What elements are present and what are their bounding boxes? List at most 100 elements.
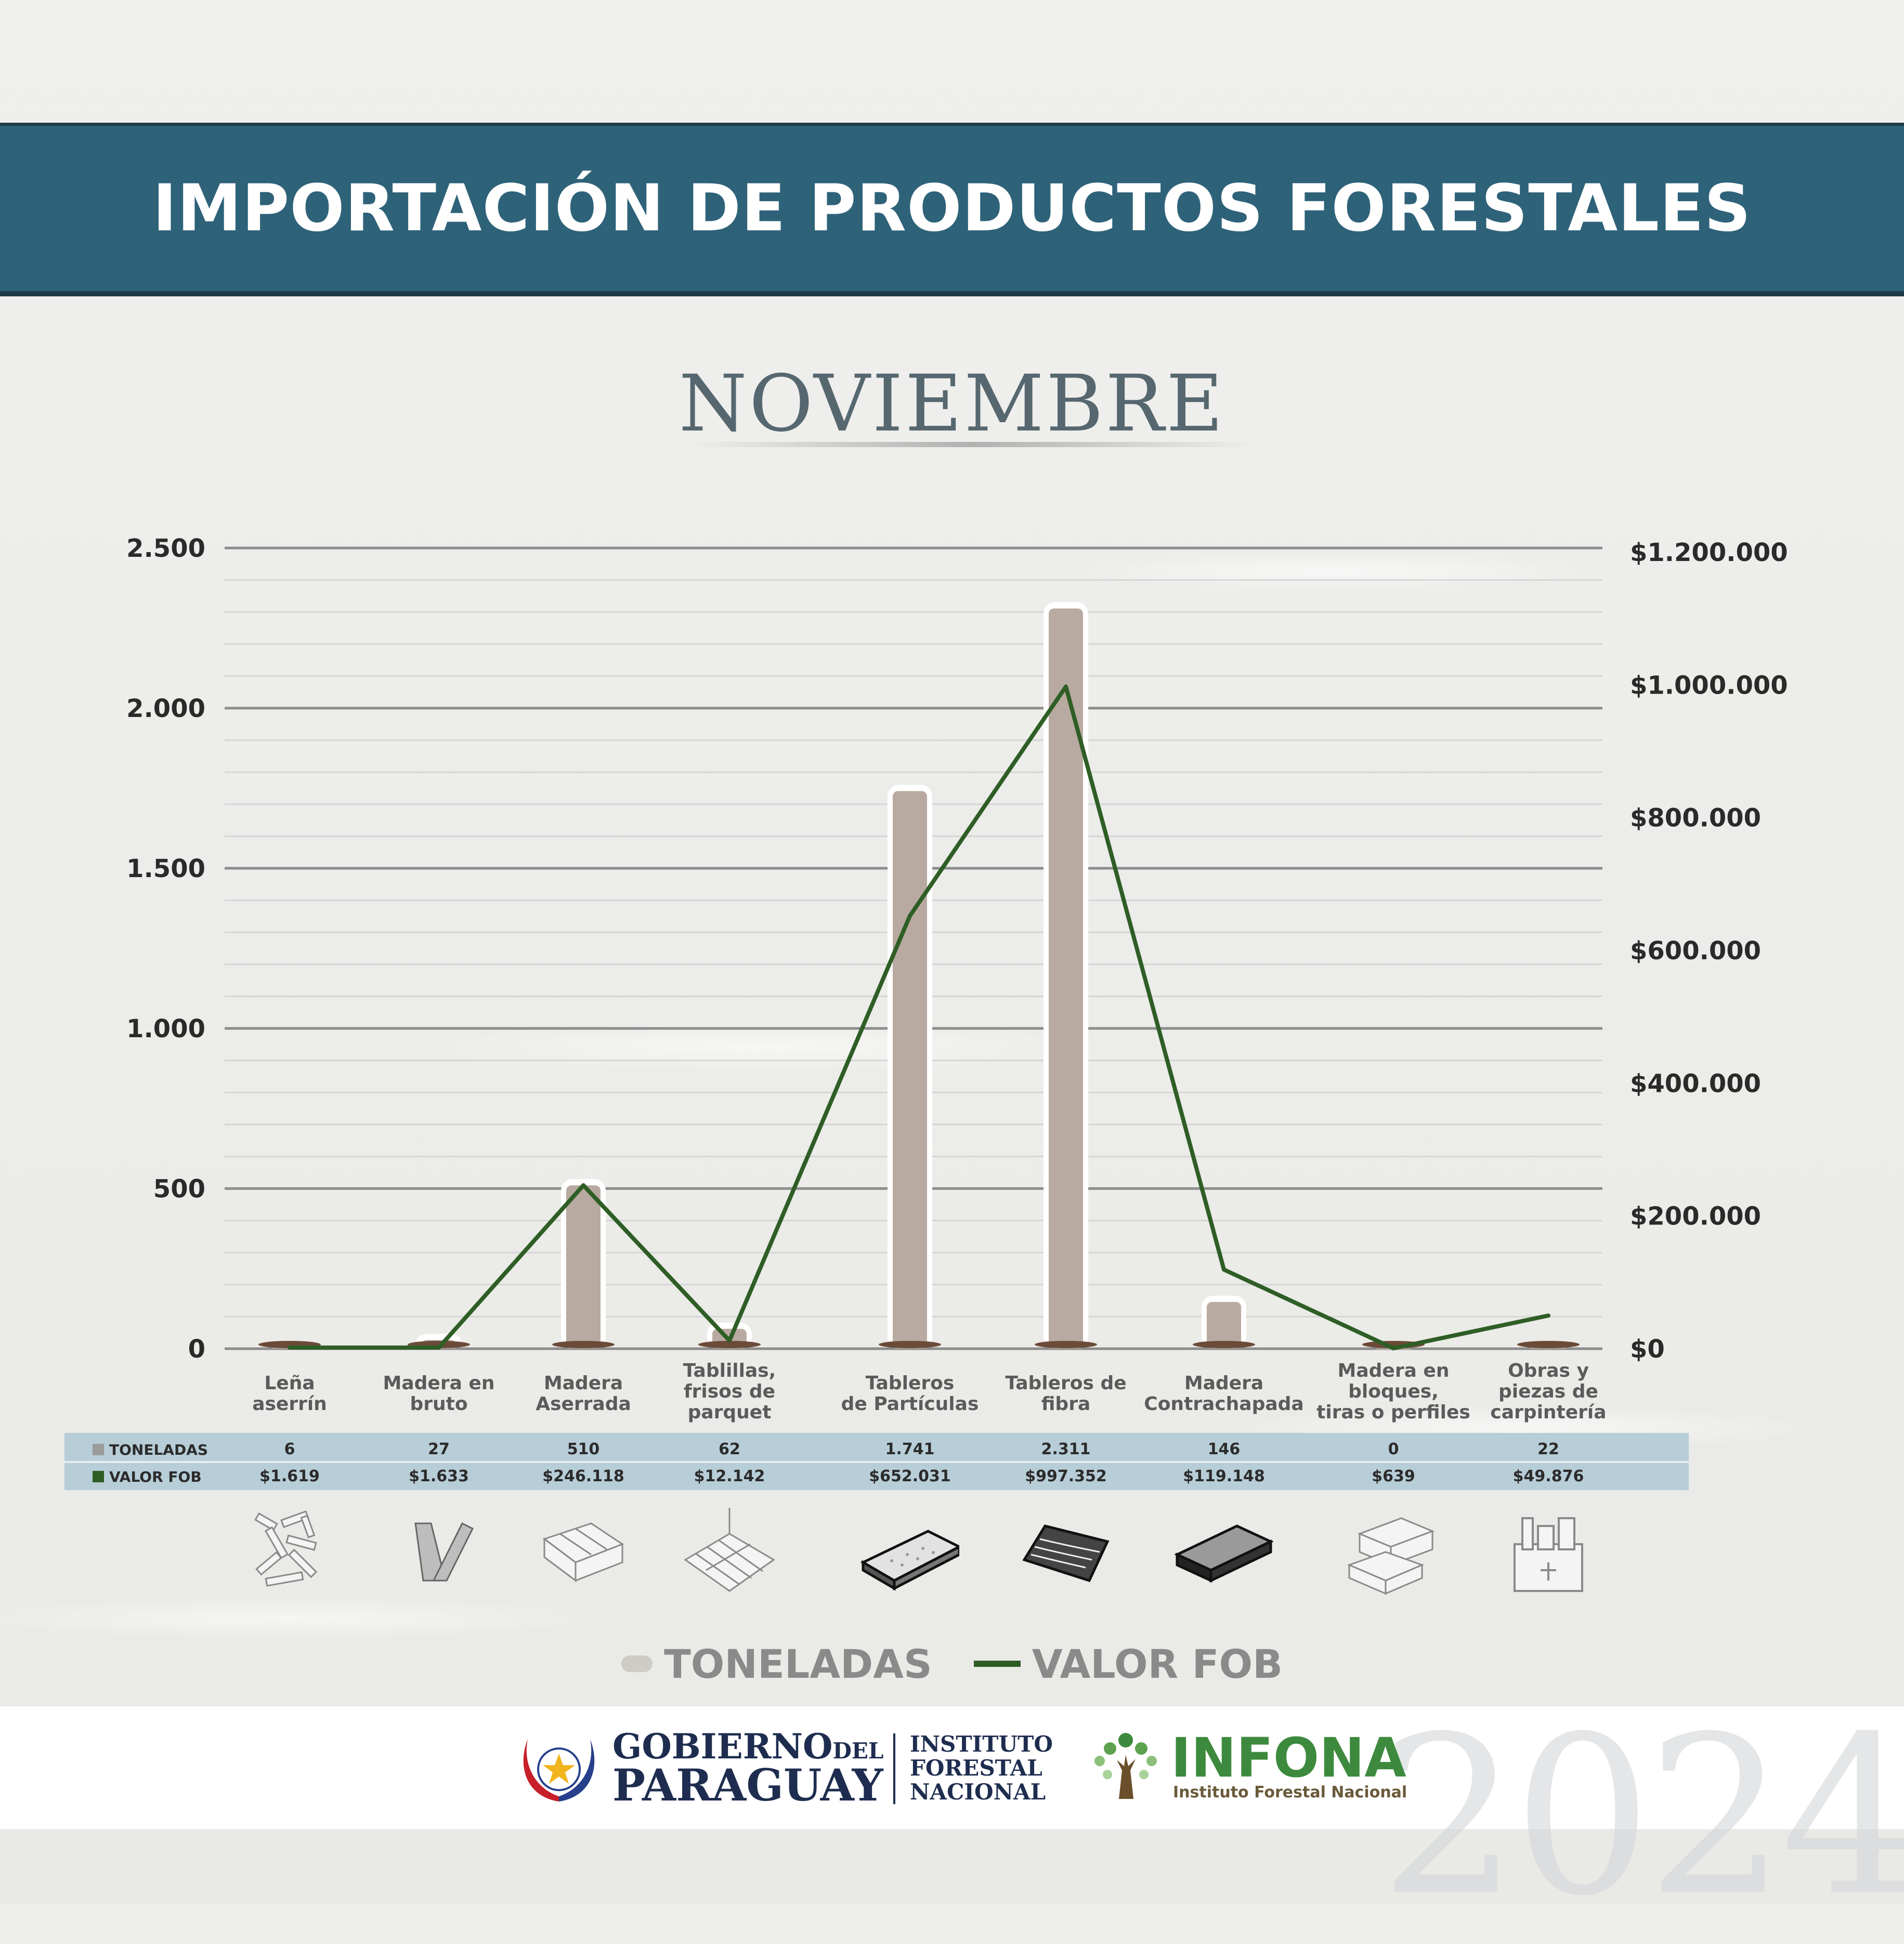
- ton-swatch: [93, 1444, 104, 1455]
- table-cell-ton: 510: [567, 1440, 600, 1458]
- bar: [566, 1185, 601, 1349]
- bar-base: [552, 1341, 615, 1348]
- category-label: bloques,: [1348, 1381, 1439, 1402]
- fiber-board-icon: [1016, 1503, 1115, 1601]
- category-label: piezas de: [1498, 1381, 1598, 1402]
- table-cell-ton: 22: [1537, 1440, 1559, 1458]
- legend-item-ton: TONELADAS: [621, 1641, 932, 1687]
- legend-label-fob: VALOR FOB: [1032, 1640, 1283, 1687]
- right-tick-label: $200.000: [1630, 1202, 1761, 1231]
- category-label: Tableros de: [1005, 1373, 1126, 1394]
- table-cell-ton: 146: [1207, 1440, 1241, 1458]
- infona-tree-icon: [1094, 1733, 1157, 1799]
- category-label: bruto: [410, 1393, 467, 1415]
- left-tick-label: 500: [153, 1175, 205, 1204]
- table-cell-fob: $49.876: [1512, 1467, 1584, 1485]
- footer-separator: [893, 1733, 895, 1804]
- left-tick-label: 1.500: [126, 854, 205, 883]
- parquet-icon: [680, 1503, 779, 1601]
- table-ton-label: TONELADAS: [109, 1441, 208, 1458]
- category-label: Aserrada: [536, 1393, 631, 1415]
- wood-blocks-icon: [1344, 1503, 1443, 1601]
- category-label: Madera en: [383, 1373, 495, 1394]
- year-watermark: 2024: [1379, 1690, 1904, 1944]
- legend-item-fob: VALOR FOB: [973, 1640, 1283, 1687]
- table-cell-fob: $119.148: [1183, 1467, 1265, 1485]
- right-tick-label: $0: [1630, 1335, 1665, 1364]
- bar-base: [698, 1341, 761, 1348]
- fob-point: [1391, 1346, 1396, 1351]
- sawn-wood-icon: [534, 1503, 633, 1601]
- month-underline: [692, 442, 1253, 447]
- plywood-icon: [1174, 1503, 1274, 1601]
- fob-point: [437, 1345, 441, 1350]
- chart-legend: TONELADAS VALOR FOB: [0, 1638, 1904, 1690]
- category-label: Tableros: [866, 1373, 955, 1394]
- fob-point: [288, 1345, 292, 1350]
- table-cell-fob: $1.619: [259, 1467, 320, 1485]
- legend-swatch-ton: [621, 1655, 653, 1672]
- category-label: tiras o perfiles: [1316, 1402, 1470, 1423]
- page-title: IMPORTACIÓN DE PRODUCTOS FORESTALES: [152, 171, 1752, 246]
- infona-logo-text: INFONA: [1171, 1726, 1406, 1790]
- fob-point: [908, 914, 912, 918]
- bar: [1049, 608, 1083, 1349]
- table-cell-ton: 6: [284, 1440, 295, 1458]
- right-tick-label: $400.000: [1630, 1069, 1761, 1098]
- gov-line-2: PARAGUAY: [612, 1759, 883, 1811]
- category-label: frisos de: [684, 1381, 775, 1402]
- gov-line-1: GOBIERNODEL: [612, 1726, 884, 1767]
- fob-point: [1546, 1313, 1550, 1318]
- table-cell-ton: 62: [719, 1440, 740, 1458]
- fob-swatch: [93, 1471, 104, 1482]
- table-fob-label: VALOR FOB: [109, 1468, 202, 1485]
- right-tick-label: $800.000: [1630, 804, 1761, 833]
- raw-wood-icon: [389, 1503, 488, 1601]
- left-tick-label: 2.500: [126, 534, 205, 563]
- fob-point: [581, 1183, 585, 1188]
- category-label: Madera: [1184, 1373, 1263, 1394]
- category-label: Obras y: [1508, 1360, 1589, 1381]
- infona-subtitle: Instituto Forestal Nacional: [1173, 1783, 1407, 1802]
- table-cell-ton: 0: [1388, 1440, 1399, 1458]
- right-tick-label: $1.200.000: [1630, 538, 1788, 567]
- footer: [0, 1706, 1904, 1829]
- inst-line-3: NACIONAL: [910, 1779, 1046, 1805]
- category-label: carpintería: [1490, 1402, 1606, 1423]
- fob-point: [1064, 684, 1068, 689]
- gov-line-1-small: DEL: [832, 1738, 884, 1764]
- government-seal-icon: [523, 1739, 595, 1802]
- table-row-label-ton: TONELADAS: [93, 1438, 208, 1461]
- left-tick-label: 2.000: [126, 694, 205, 723]
- table-cell-fob: $997.352: [1025, 1467, 1107, 1485]
- table-cell-fob: $639: [1372, 1467, 1415, 1485]
- inst-line-1: INSTITUTO: [910, 1731, 1053, 1757]
- category-label: Tablillas,: [683, 1360, 776, 1381]
- category-label: fibra: [1041, 1393, 1091, 1415]
- table-cell-ton: 2.311: [1041, 1440, 1091, 1458]
- combo-chart: 0 500 1.000 1.500 2.000 2.500 $0 $200.000 $400.0…: [126, 534, 1788, 1423]
- table-row-label-fob: VALOR FOB: [93, 1465, 202, 1488]
- table-cell-fob: $246.118: [542, 1467, 624, 1485]
- bar: [1207, 1302, 1241, 1349]
- category-label: Contrachapada: [1144, 1393, 1303, 1415]
- legend-label-ton: TONELADAS: [663, 1640, 932, 1687]
- inst-line-2: FORESTAL: [910, 1755, 1042, 1781]
- left-tick-label: 1.000: [126, 1014, 205, 1043]
- table-cell-fob: $12.142: [694, 1467, 765, 1485]
- category-label: Madera: [544, 1373, 623, 1394]
- right-tick-label: $600.000: [1630, 936, 1761, 966]
- fob-point: [727, 1338, 732, 1343]
- left-tick-label: 0: [188, 1335, 205, 1364]
- legend-swatch-fob: [973, 1661, 1021, 1667]
- table-cell-fob: $652.031: [869, 1467, 951, 1485]
- wood-chips-icon: [240, 1503, 339, 1601]
- particle-board-icon: [860, 1503, 962, 1601]
- fob-point: [1222, 1267, 1226, 1272]
- bar-base: [1193, 1341, 1255, 1348]
- category-label: Madera en: [1338, 1360, 1450, 1381]
- month-title: NOVIEMBRE: [679, 359, 1225, 449]
- table-cell-fob: $1.633: [409, 1467, 469, 1485]
- header-band: IMPORTACIÓN DE PRODUCTOS FORESTALES: [0, 123, 1904, 296]
- bar-base: [1517, 1341, 1580, 1348]
